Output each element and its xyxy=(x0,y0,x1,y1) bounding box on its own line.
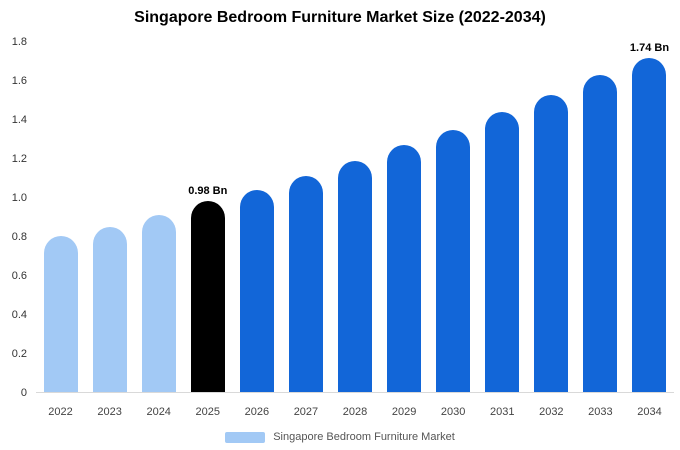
bar-2026 xyxy=(239,189,274,392)
y-tick-label: 1.4 xyxy=(11,114,27,126)
x-axis-label: 2026 xyxy=(244,406,270,418)
y-tick-label: 0.4 xyxy=(11,309,27,322)
y-tick-label: 1.2 xyxy=(11,153,27,165)
bar-value-label: 1.74 Bn xyxy=(629,42,670,54)
bar-2025 xyxy=(190,201,225,392)
legend-label: Singapore Bedroom Furniture Market xyxy=(273,431,455,443)
bar-slot xyxy=(134,42,183,392)
x-axis-label: 2022 xyxy=(48,406,73,418)
x-axis-label: 2023 xyxy=(97,406,122,418)
bar-slot xyxy=(478,42,527,392)
bar-2033 xyxy=(583,75,618,392)
x-axis-label: 2027 xyxy=(293,406,319,418)
x-axis-label: 2024 xyxy=(146,406,171,418)
x-axis-label: 2031 xyxy=(490,406,515,418)
y-tick-label: 0.2 xyxy=(11,348,27,361)
x-axis-label: 2032 xyxy=(539,406,564,418)
bars-area: 0.98 Bn 1.74 Bn xyxy=(36,42,674,393)
bar-2032 xyxy=(534,94,569,392)
bar-value-label: 0.98 Bn xyxy=(188,185,228,198)
bar-slot xyxy=(36,42,85,392)
bar-slot: 1.74 Bn xyxy=(625,42,674,392)
x-axis-label: 2030 xyxy=(440,406,466,418)
x-axis-label: 2029 xyxy=(391,406,417,418)
bar-2023 xyxy=(92,226,127,392)
x-axis: 2022 2023 2024 2025 2026 2027 2028 2029 2030 2031… xyxy=(36,406,674,418)
chart-title: Singapore Bedroom Furniture Market Size … xyxy=(134,9,546,26)
bar-slot xyxy=(576,42,625,392)
bar-2028 xyxy=(338,160,372,392)
bar-slot xyxy=(380,42,429,392)
y-tick-label: 0 xyxy=(20,387,27,399)
y-tick-label: 1.8 xyxy=(11,36,27,48)
bar-slot xyxy=(330,42,379,392)
bar-2024 xyxy=(141,215,176,392)
bar-slot xyxy=(85,42,134,392)
legend-swatch xyxy=(225,431,266,443)
bar-2030 xyxy=(436,129,471,392)
bar-slot xyxy=(281,42,330,392)
bar-slot xyxy=(429,42,478,392)
bar-2031 xyxy=(485,112,520,392)
x-axis-label: 2028 xyxy=(342,406,368,418)
x-axis-label: 2034 xyxy=(637,406,662,418)
bar-2027 xyxy=(288,176,323,392)
x-axis-label: 2025 xyxy=(195,406,221,418)
y-axis: 0 0.2 0.4 0.6 0.8 1.0 1.2 1.4 1.6 1.8 xyxy=(0,36,34,399)
bar-slot xyxy=(232,42,281,392)
y-tick-label: 1.6 xyxy=(11,75,27,88)
bar-2022 xyxy=(43,236,78,392)
y-tick-label: 1.0 xyxy=(11,192,27,204)
bar-2029 xyxy=(387,145,422,392)
y-tick-label: 0.6 xyxy=(11,270,27,282)
bar-slot: 0.98 Bn xyxy=(183,42,232,392)
y-tick-label: 0.8 xyxy=(11,231,27,244)
legend: Singapore Bedroom Furniture Market xyxy=(0,431,680,443)
bar-slot xyxy=(527,42,576,392)
x-axis-label: 2033 xyxy=(588,406,613,418)
bar-2034 xyxy=(632,58,667,392)
